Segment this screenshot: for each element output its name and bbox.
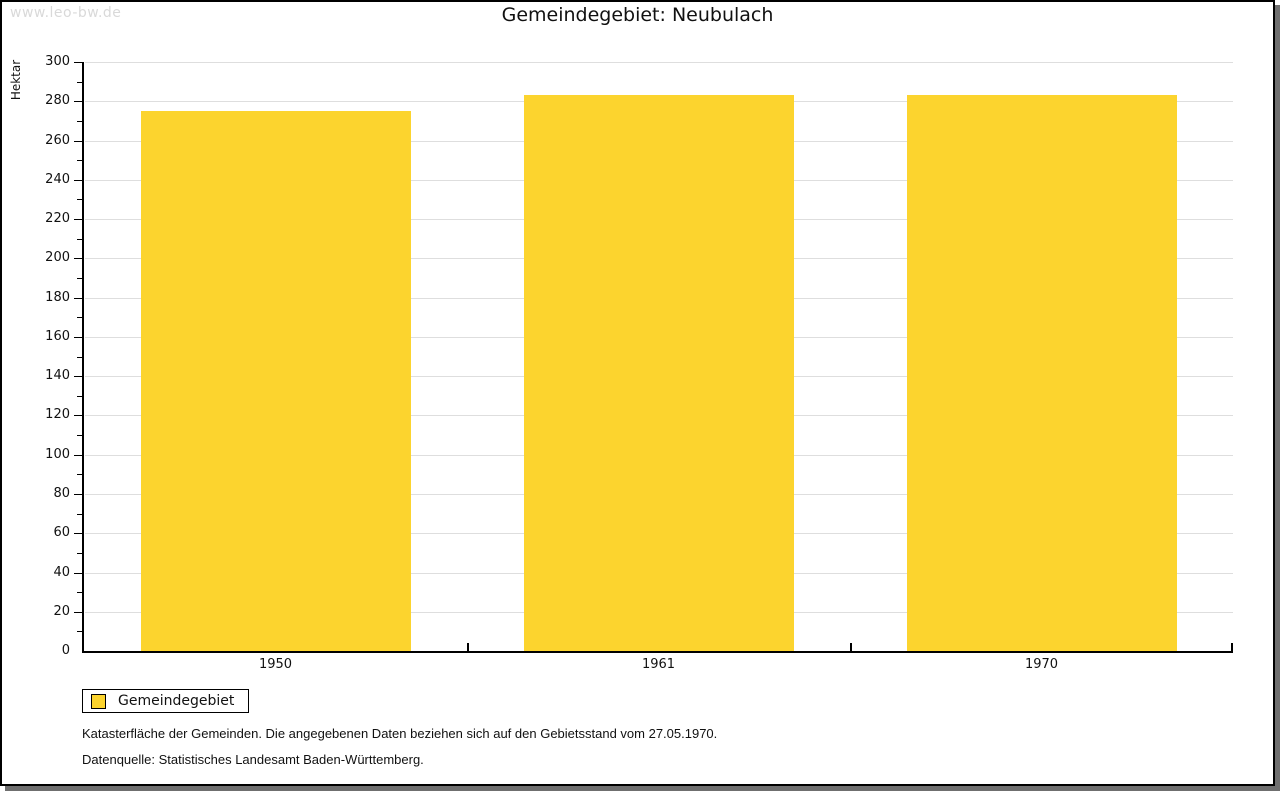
y-tick-110: [77, 435, 82, 436]
y-tick-label-180: 180: [45, 289, 70, 305]
y-tick-240: [74, 179, 82, 181]
y-tick-10: [77, 631, 82, 633]
y-tick-label-100: 100: [45, 446, 70, 462]
y-tick-220: [74, 219, 82, 221]
y-tick-160: [74, 336, 82, 338]
y-tick-170: [77, 317, 82, 319]
x-boundary-tick-2: [850, 643, 852, 651]
bar-1961: [523, 95, 794, 651]
x-boundary-tick-3: [1231, 643, 1233, 651]
page-title: Gemeindegebiet: Neubulach: [501, 4, 774, 26]
y-tick-80: [74, 493, 82, 495]
y-tick-180: [74, 297, 82, 299]
y-tick-200: [74, 258, 82, 260]
y-tick-260: [74, 140, 82, 142]
y-tick-label-120: 120: [45, 407, 70, 423]
x-category-label-1950: 1950: [258, 657, 293, 672]
y-tick-230: [77, 199, 82, 201]
gridline-y-300: [85, 62, 1233, 63]
y-tick-150: [77, 356, 82, 358]
y-tick-100: [74, 454, 82, 456]
x-boundary-tick-1: [467, 643, 469, 651]
y-axis-title: Hektar: [9, 59, 23, 101]
y-tick-label-200: 200: [45, 250, 70, 266]
y-tick-30: [77, 592, 82, 594]
y-tick-290: [77, 81, 82, 83]
y-tick-120: [74, 415, 82, 417]
y-tick-70: [77, 513, 82, 515]
bar-1950: [140, 111, 411, 651]
y-tick-300: [74, 62, 82, 63]
y-tick-label-300: 300: [45, 54, 70, 69]
y-tick-label-20: 20: [53, 603, 70, 619]
x-category-label-1961: 1961: [641, 657, 676, 672]
y-tick-label-80: 80: [53, 485, 70, 501]
y-tick-label-160: 160: [45, 328, 70, 344]
bar-1970: [906, 95, 1177, 651]
y-tick-label-0: 0: [61, 643, 70, 658]
y-tick-label-60: 60: [53, 525, 70, 541]
y-tick-60: [74, 533, 82, 535]
y-tick-140: [74, 376, 82, 378]
watermark: www.leo-bw.de: [10, 5, 122, 21]
y-tick-280: [74, 101, 82, 103]
y-tick-270: [77, 120, 82, 122]
y-tick-label-220: 220: [45, 211, 70, 227]
y-tick-label-140: 140: [45, 368, 70, 384]
y-tick-50: [77, 552, 82, 554]
footnote-description: Katasterfläche der Gemeinden. Die angege…: [82, 726, 718, 741]
y-tick-label-280: 280: [45, 93, 70, 109]
legend-label: Gemeindegebiet: [118, 693, 235, 709]
legend-box: Gemeindegebiet: [82, 689, 250, 713]
x-category-label-1970: 1970: [1024, 657, 1059, 672]
y-tick-90: [77, 474, 82, 476]
y-tick-label-40: 40: [53, 564, 70, 580]
footnote-source: Datenquelle: Statistisches Landesamt Bad…: [82, 752, 424, 767]
y-tick-130: [77, 395, 82, 397]
y-tick-40: [74, 572, 82, 574]
y-tick-190: [77, 278, 82, 279]
y-tick-label-240: 240: [45, 171, 70, 187]
plot-area: 0 20 40 60 80 100 120 140 160 180 200 220 240 260 280 3…: [45, 54, 1233, 672]
legend-swatch-gemeindegebiet: [91, 693, 106, 709]
y-tick-label-260: 260: [45, 132, 70, 148]
y-tick-20: [74, 611, 82, 613]
y-tick-210: [77, 238, 82, 240]
y-tick-250: [77, 160, 82, 162]
